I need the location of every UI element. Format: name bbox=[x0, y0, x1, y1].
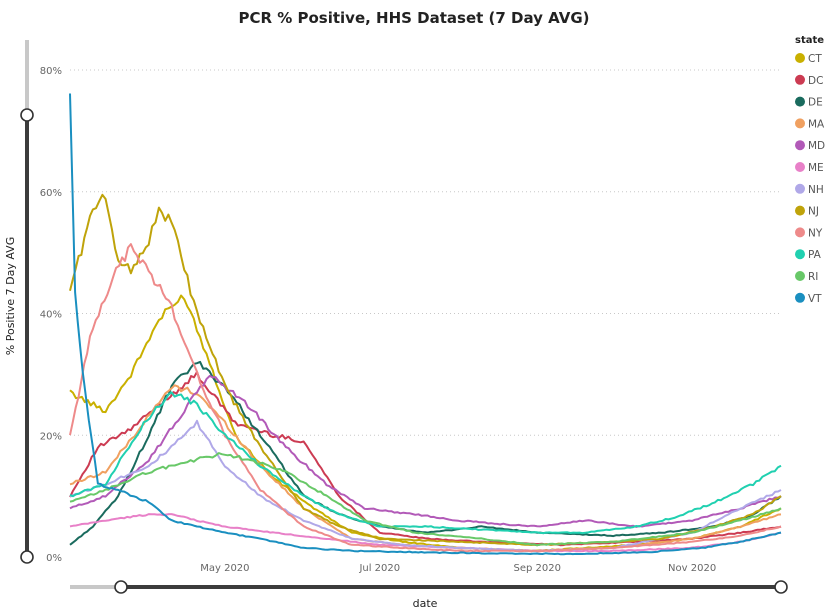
x-tick-label: May 2020 bbox=[200, 563, 249, 574]
grid bbox=[70, 69, 781, 436]
x-zoom-slider-handle-right[interactable] bbox=[774, 580, 788, 594]
legend-item-md[interactable]: MD bbox=[808, 140, 825, 152]
legend-item-me[interactable]: ME bbox=[808, 162, 824, 174]
legend-swatch-md bbox=[795, 140, 805, 151]
legend-swatch-nh bbox=[795, 183, 805, 194]
legend-swatch-de bbox=[795, 96, 805, 107]
legend-swatch-ct bbox=[795, 53, 805, 63]
y-tick-label: 40% bbox=[40, 310, 62, 321]
legend-swatch-pa bbox=[795, 249, 805, 260]
legend-swatch-ma bbox=[795, 118, 805, 129]
y-tick-label: 60% bbox=[40, 188, 62, 199]
legend-swatch-nj bbox=[795, 205, 805, 216]
legend-item-dc[interactable]: DC bbox=[808, 75, 823, 87]
x-tick-label: Jul 2020 bbox=[358, 563, 400, 574]
legend-item-ny[interactable]: NY bbox=[808, 227, 823, 239]
y-axis-title: % Positive 7 Day AVG bbox=[4, 237, 17, 355]
legend-item-nj[interactable]: NJ bbox=[808, 206, 819, 218]
series-line-vt bbox=[69, 93, 782, 556]
x-zoom-slider[interactable] bbox=[70, 580, 788, 594]
legend-item-ma[interactable]: MA bbox=[808, 118, 825, 130]
y-tick-label: 0% bbox=[46, 553, 62, 564]
series-line-nj bbox=[69, 193, 782, 547]
y-zoom-slider-handle-top[interactable] bbox=[20, 108, 34, 122]
y-axis-ticks: 0% 20% 40% 60% 80% bbox=[40, 66, 62, 564]
series-line-de bbox=[69, 360, 782, 546]
series-line-pa bbox=[69, 391, 782, 535]
y-tick-label: 80% bbox=[40, 66, 62, 77]
chart-title: PCR % Positive, HHS Dataset (7 Day AVG) bbox=[238, 9, 589, 27]
x-tick-label: Sep 2020 bbox=[513, 563, 560, 574]
legend-item-pa[interactable]: PA bbox=[808, 249, 822, 261]
legend-swatch-dc bbox=[795, 74, 805, 85]
series-line-dc bbox=[69, 370, 782, 547]
legend-item-nh[interactable]: NH bbox=[808, 184, 824, 196]
legend-item-vt[interactable]: VT bbox=[808, 293, 822, 305]
legend-item-ct[interactable]: CT bbox=[808, 53, 822, 65]
y-tick-label: 20% bbox=[40, 431, 62, 442]
legend-title: state bbox=[795, 35, 824, 46]
legend-swatch-ri bbox=[795, 271, 805, 281]
legend-item-de[interactable]: DE bbox=[808, 97, 823, 109]
x-zoom-slider-handle-left[interactable] bbox=[114, 580, 128, 594]
legend-swatch-vt bbox=[795, 292, 805, 303]
legend-swatch-ny bbox=[795, 227, 805, 238]
series-line-md bbox=[69, 374, 782, 528]
y-zoom-slider-handle-bottom[interactable] bbox=[20, 550, 34, 564]
series-line-ri bbox=[69, 452, 782, 547]
legend: state CT DC DE MA MD ME NH NJ NY PA RI VT bbox=[795, 35, 825, 305]
legend-swatch-me bbox=[795, 162, 805, 172]
x-axis-ticks: May 2020 Jul 2020 Sep 2020 Nov 2020 bbox=[200, 563, 716, 574]
series-lines bbox=[69, 93, 782, 556]
x-axis-title: date bbox=[413, 597, 438, 610]
series-line-ny bbox=[69, 243, 782, 553]
y-zoom-slider[interactable] bbox=[20, 40, 34, 564]
legend-item-ri[interactable]: RI bbox=[808, 271, 818, 283]
x-tick-label: Nov 2020 bbox=[668, 563, 716, 574]
